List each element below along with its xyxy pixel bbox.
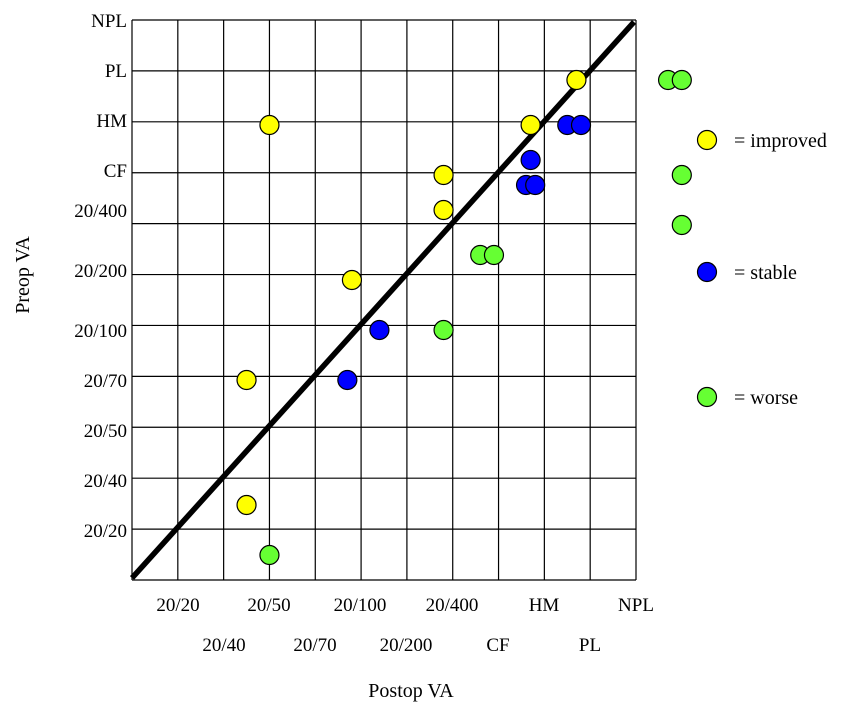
data-point [483, 244, 505, 266]
data-points [236, 69, 692, 566]
y-tick-label: NPL [91, 11, 127, 32]
grid-lines [131, 19, 637, 581]
data-point [566, 69, 587, 91]
data-point [236, 369, 257, 391]
data-point [520, 114, 541, 136]
x-tick-label: 20/400 [426, 595, 479, 616]
y-tick-label: 20/200 [74, 261, 127, 282]
legend-label: = stable [734, 262, 797, 284]
x-tick-label: 20/200 [380, 635, 433, 656]
data-point [520, 149, 541, 171]
x-tick-label: 20/100 [334, 595, 387, 616]
data-point [525, 174, 546, 196]
tick-labels: 20/2020/4020/5020/7020/10020/20020/400CF… [74, 11, 654, 656]
reference-diagonal [129, 20, 637, 580]
x-tick-label: PL [579, 635, 601, 656]
legend: = improved = stable = worse [696, 129, 827, 409]
y-tick-label: 20/40 [84, 471, 127, 492]
x-tick-label: CF [486, 635, 509, 656]
data-point [433, 164, 454, 186]
y-tick-label: 20/50 [84, 421, 127, 442]
x-tick-label: NPL [618, 595, 654, 616]
reference-line-y-equals-x [129, 20, 637, 580]
data-point [433, 319, 454, 341]
legend-marker [696, 129, 718, 151]
x-tick-label: HM [529, 595, 560, 616]
y-tick-label: PL [105, 61, 127, 82]
data-point [433, 199, 454, 221]
x-tick-label: 20/40 [202, 635, 245, 656]
data-point [671, 69, 692, 91]
legend-label: = improved [734, 130, 827, 152]
data-point [341, 269, 363, 291]
data-point [337, 369, 358, 391]
legend-marker [696, 261, 718, 283]
data-point [671, 164, 692, 186]
x-tick-label: 20/70 [293, 635, 336, 656]
x-tick-label: 20/20 [156, 595, 199, 616]
legend-label: = worse [734, 387, 798, 409]
y-tick-label: 20/20 [84, 521, 127, 542]
legend-marker [696, 386, 718, 408]
data-point [236, 494, 257, 516]
y-tick-label: 20/70 [84, 371, 127, 392]
x-axis-title: Postop VA [368, 680, 454, 702]
y-tick-label: HM [96, 111, 127, 132]
data-point [369, 319, 390, 341]
data-point [259, 114, 280, 136]
data-point [570, 114, 592, 136]
y-tick-label: CF [104, 161, 127, 182]
data-point [259, 544, 280, 566]
y-tick-label: 20/100 [74, 321, 127, 342]
data-point [671, 214, 692, 236]
y-axis-title: Preop VA [12, 236, 34, 314]
y-tick-label: 20/400 [74, 201, 127, 222]
x-tick-label: 20/50 [247, 595, 290, 616]
